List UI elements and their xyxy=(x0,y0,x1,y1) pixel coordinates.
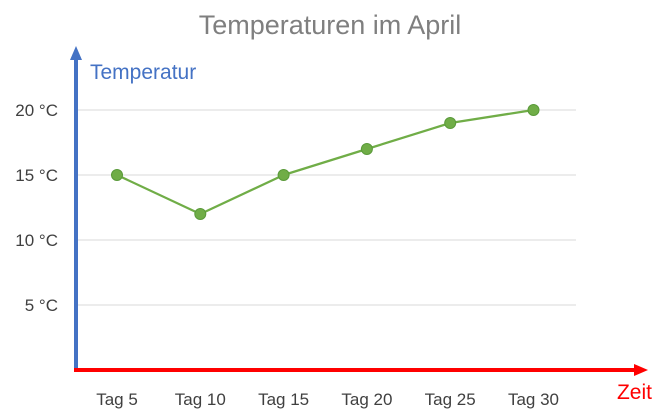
x-tick-label: Tag 5 xyxy=(96,390,138,409)
x-tick-label: Tag 10 xyxy=(175,390,226,409)
gridlines xyxy=(76,109,576,306)
y-axis-label: Temperatur xyxy=(90,61,196,84)
y-axis-arrow xyxy=(70,46,82,60)
data-point xyxy=(277,169,290,181)
series-line xyxy=(116,108,534,216)
x-tick-label: Tag 15 xyxy=(258,390,309,409)
y-tick-label: 20 °C xyxy=(15,101,58,120)
x-tick-label: Tag 25 xyxy=(425,390,476,409)
data-point xyxy=(111,169,123,181)
y-tick-label: 10 °C xyxy=(15,231,58,250)
y-tick-labels: 5 °C 10 °C 15 °C 20 °C xyxy=(15,101,58,315)
y-tick-label: 5 °C xyxy=(25,296,58,315)
series-layer xyxy=(111,104,540,220)
x-tick-label: Tag 20 xyxy=(341,390,392,409)
data-point xyxy=(194,208,207,220)
data-point xyxy=(360,143,373,155)
y-tick-label: 15 °C xyxy=(15,166,58,185)
x-tick-labels: Tag 5 Tag 10 Tag 15 Tag 20 Tag 25 Tag 30 xyxy=(96,390,559,409)
chart-title: Temperaturen im April xyxy=(199,10,462,40)
x-tick-label: Tag 30 xyxy=(508,390,559,409)
x-axis-label: Zeit xyxy=(617,381,652,404)
x-axis-arrow xyxy=(634,364,648,376)
data-point xyxy=(444,117,457,129)
data-point xyxy=(527,104,540,116)
